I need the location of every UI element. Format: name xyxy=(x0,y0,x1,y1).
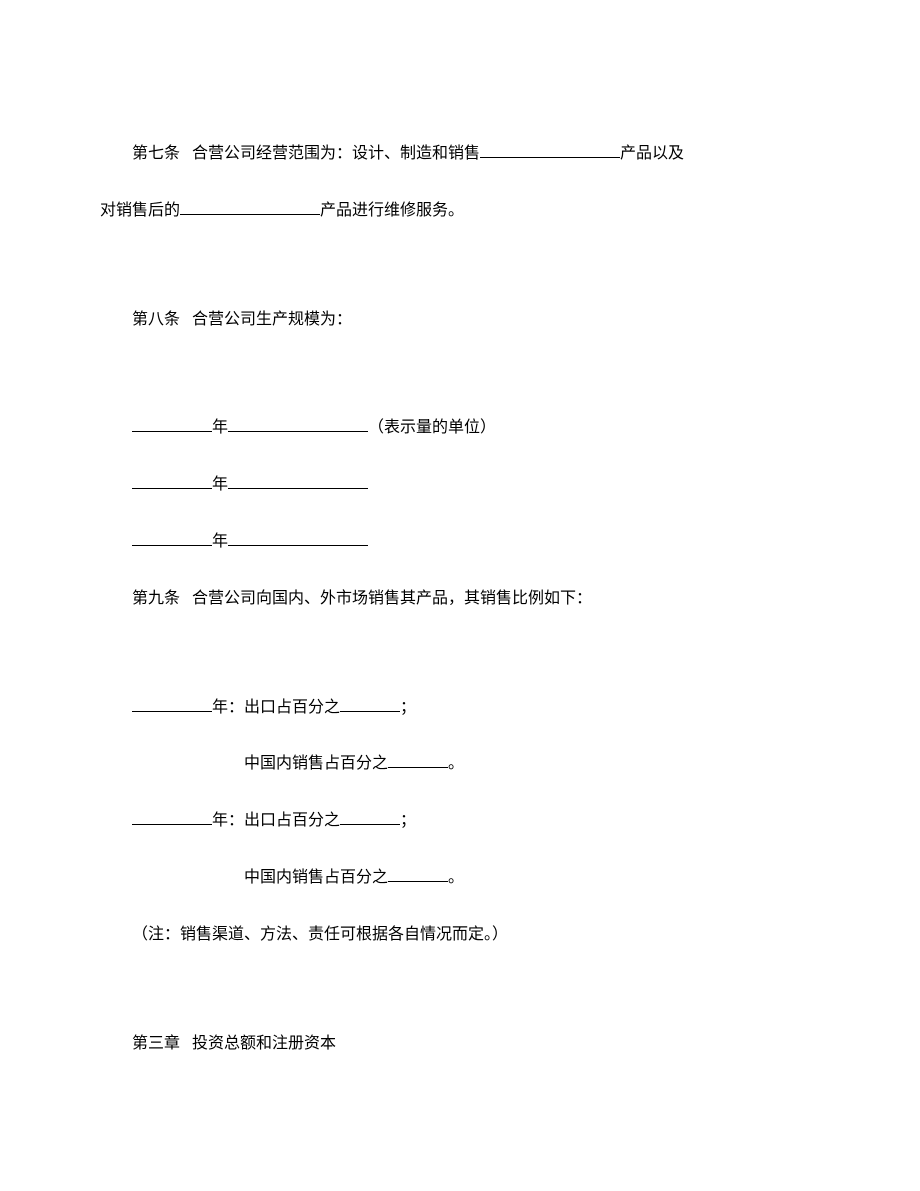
blank-field xyxy=(132,824,212,825)
article-7-label: 第七条 xyxy=(132,145,180,162)
scale-line-1: 年 （表示量的单位） xyxy=(100,414,820,443)
semicolon: ； xyxy=(400,812,416,829)
blank-field xyxy=(132,431,212,432)
unit-note: （表示量的单位） xyxy=(368,419,496,436)
article-8-label: 第八条 xyxy=(132,311,180,328)
article-7-text3: 产品进行维修服务。 xyxy=(320,202,464,219)
article-8-text: 合营公司生产规模为： xyxy=(192,311,352,328)
article-8: 第八条 合营公司生产规模为： xyxy=(100,306,820,335)
year-label: 年： xyxy=(212,699,244,716)
article-7-continuation: 对销售后的 产品进行维修服务。 xyxy=(100,197,820,226)
period: 。 xyxy=(448,869,464,886)
article-7: 第七条 合营公司经营范围为：设计、制造和销售 产品以及 xyxy=(100,140,820,169)
blank-field xyxy=(228,545,368,546)
blank-field xyxy=(480,157,620,158)
blank-field xyxy=(340,824,400,825)
sales-line-1-domestic: 中国内销售占百分之 。 xyxy=(100,750,820,779)
period: 。 xyxy=(448,755,464,772)
sales-line-2-domestic: 中国内销售占百分之 。 xyxy=(100,864,820,893)
year-label: 年 xyxy=(212,476,228,493)
note-content: （注：销售渠道、方法、责任可根据各自情况而定。） xyxy=(132,926,508,943)
scale-line-3: 年 xyxy=(100,528,820,557)
article-7-text1: 合营公司经营范围为：设计、制造和销售 xyxy=(192,145,480,162)
note-text: （注：销售渠道、方法、责任可根据各自情况而定。） xyxy=(100,921,820,950)
blank-field xyxy=(132,488,212,489)
scale-line-2: 年 xyxy=(100,471,820,500)
export-label: 出口占百分之 xyxy=(244,812,340,829)
blank-field xyxy=(228,488,368,489)
export-label: 出口占百分之 xyxy=(244,699,340,716)
domestic-label: 中国内销售占百分之 xyxy=(244,755,388,772)
year-label: 年 xyxy=(212,533,228,550)
article-7-text2-start: 产品以及 xyxy=(620,145,684,162)
blank-field xyxy=(132,545,212,546)
year-label: 年 xyxy=(212,419,228,436)
article-7-text2-end: 对销售后的 xyxy=(100,202,180,219)
blank-field xyxy=(388,881,448,882)
blank-field xyxy=(228,431,368,432)
semicolon: ； xyxy=(400,699,416,716)
blank-field xyxy=(180,214,320,215)
sales-line-2: 年：出口占百分之 ； xyxy=(100,807,820,836)
chapter-3-label: 第三章 xyxy=(132,1035,180,1052)
sales-line-1: 年：出口占百分之 ； xyxy=(100,694,820,723)
blank-field xyxy=(340,711,400,712)
chapter-3-title: 投资总额和注册资本 xyxy=(192,1035,336,1052)
blank-field xyxy=(388,767,448,768)
article-9-label: 第九条 xyxy=(132,590,180,607)
article-9-text: 合营公司向国内、外市场销售其产品，其销售比例如下： xyxy=(192,590,592,607)
year-label: 年： xyxy=(212,812,244,829)
chapter-3-heading: 第三章 投资总额和注册资本 xyxy=(100,1030,820,1059)
domestic-label: 中国内销售占百分之 xyxy=(244,869,388,886)
article-9: 第九条 合营公司向国内、外市场销售其产品，其销售比例如下： xyxy=(100,585,820,614)
blank-field xyxy=(132,711,212,712)
